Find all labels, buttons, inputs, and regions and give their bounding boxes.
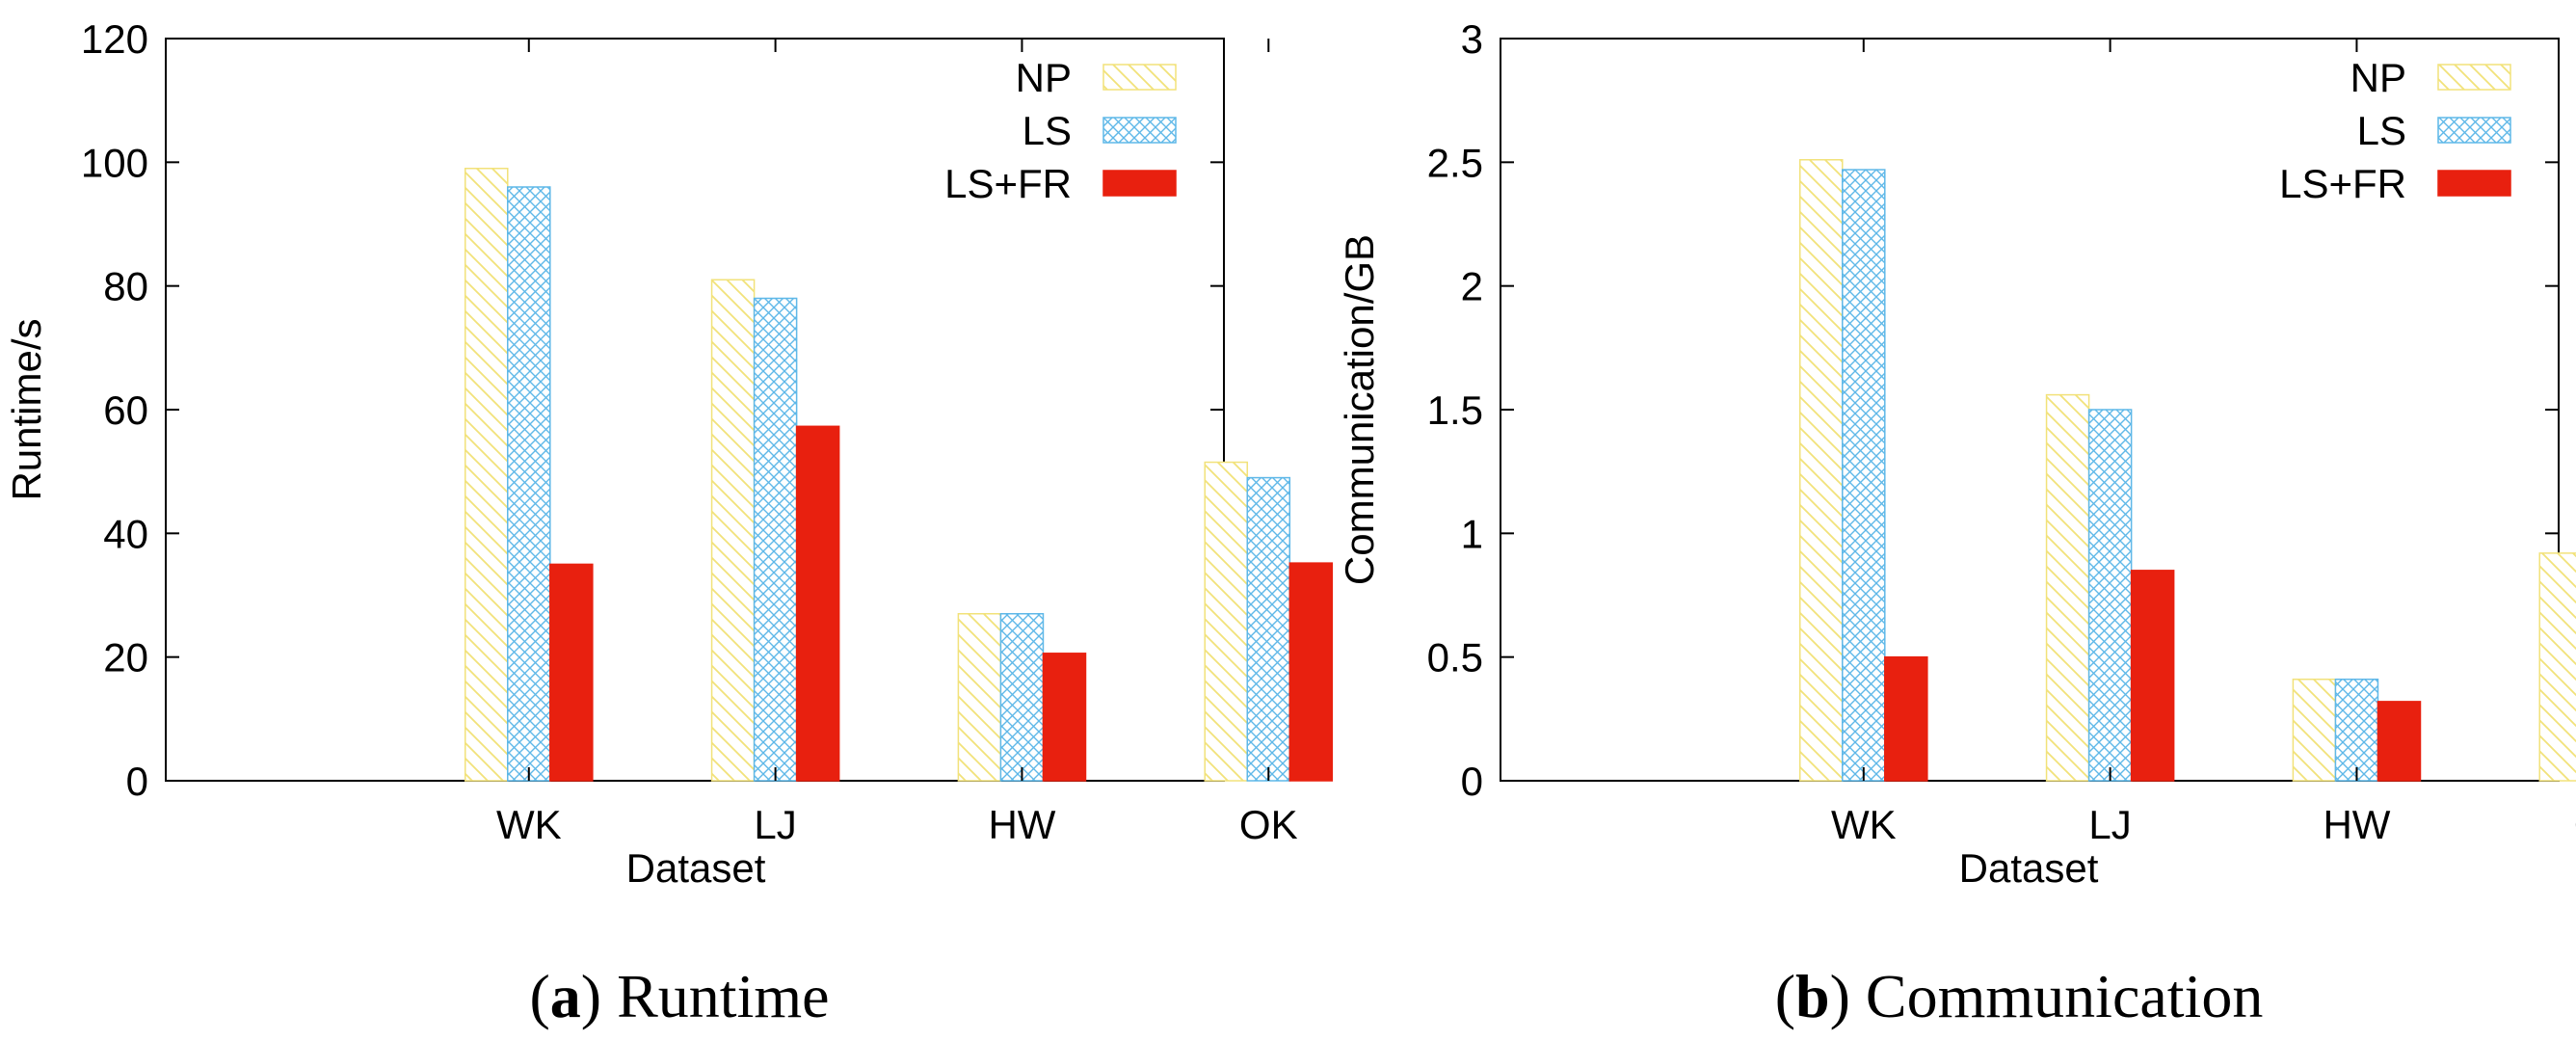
communication-chart: 0 0.5 1 1.5 2 2.5 3 WK LJ HW OK Dataset Communicatio… [1337,16,2576,1030]
y-tick-label: 0 [126,759,148,804]
bar-np-lj [710,279,756,782]
y-tick-label: 120 [81,16,148,62]
bar-ls-fr-lj [2130,570,2175,782]
caption-letter: b [1795,962,1830,1030]
bar-ls-lj [2087,409,2133,782]
bar-ls-fr-ok [1288,562,1334,782]
legend-swatch-np [2437,64,2511,91]
y-axis-title: Runtime/s [4,318,49,500]
x-tick-label: OK [2574,802,2576,847]
legend-swatch-ls-fr [2437,170,2511,197]
y-axis-title: Communication/GB [1337,234,1382,585]
bar-ls-fr-lj [795,425,840,782]
bar-np-wk [1798,159,1844,782]
legend-label-np: NP [2350,55,2406,100]
bar-ls-lj [753,297,798,782]
y-tick-label: 1 [1461,511,1483,556]
bar-ls-fr-hw [2377,701,2422,782]
bar-ls-fr-wk [1884,655,1928,782]
bar-np-ok [1204,461,1249,782]
legend-swatch-np [1102,64,1177,91]
y-tick-label: 60 [103,387,148,433]
runtime-chart: 0 20 40 60 80 100 120 WK LJ HW OK Dataset Runtime/s N… [4,16,1334,1030]
bar-ls-hw [2334,679,2379,782]
legend-swatch-ls [2437,117,2511,144]
bar-ls-wk [507,186,551,782]
y-tick-label: 20 [103,635,148,681]
legend-label-ls-fr: LS+FR [2279,161,2406,206]
bar-np-hw [2292,679,2337,782]
caption-letter: a [550,962,581,1030]
x-tick-label: LJ [754,802,796,847]
bar-ls-fr-hw [1042,653,1087,782]
bar-np-lj [2045,393,2090,782]
y-tick-label: 0 [1461,759,1483,804]
x-tick-label: LJ [2088,802,2131,847]
x-axis-title: Dataset [1959,845,2099,891]
caption-text: Runtime [617,962,829,1030]
bar-np-ok [2538,552,2576,782]
x-tick-label: WK [496,802,562,847]
y-tick-label: 2 [1461,264,1483,309]
bar-ls-wk [1842,169,1886,782]
legend-swatch-ls-fr [1102,170,1177,197]
bar-ls-fr-wk [549,563,594,782]
x-tick-label: OK [1239,802,1298,847]
legend-label-ls-fr: LS+FR [944,161,1072,206]
bar-np-wk [464,168,509,782]
bar-ls-hw [999,613,1045,782]
y-tick-label: 1.5 [1427,387,1483,433]
bar-np-hw [957,613,1002,782]
y-tick-label: 0.5 [1427,635,1483,681]
x-tick-label: HW [2323,802,2390,847]
y-tick-label: 40 [103,511,148,556]
x-tick-label: WK [1831,802,1897,847]
legend-label-ls: LS [2357,108,2406,153]
y-tick-label: 3 [1461,16,1483,62]
legend-label-np: NP [1016,55,1072,100]
caption-text: Communication [1866,962,2263,1030]
x-tick-label: HW [988,802,1055,847]
y-tick-label: 100 [81,140,148,185]
y-tick-label: 80 [103,264,148,309]
x-axis-title: Dataset [626,845,766,891]
figure-caption: (b) Communication [1775,962,2264,1030]
y-tick-label: 2.5 [1427,140,1483,185]
bar-ls-ok [1246,476,1291,782]
figure-caption: (a) Runtime [529,962,829,1030]
legend-label-ls: LS [1022,108,1072,153]
legend-swatch-ls [1102,117,1177,144]
